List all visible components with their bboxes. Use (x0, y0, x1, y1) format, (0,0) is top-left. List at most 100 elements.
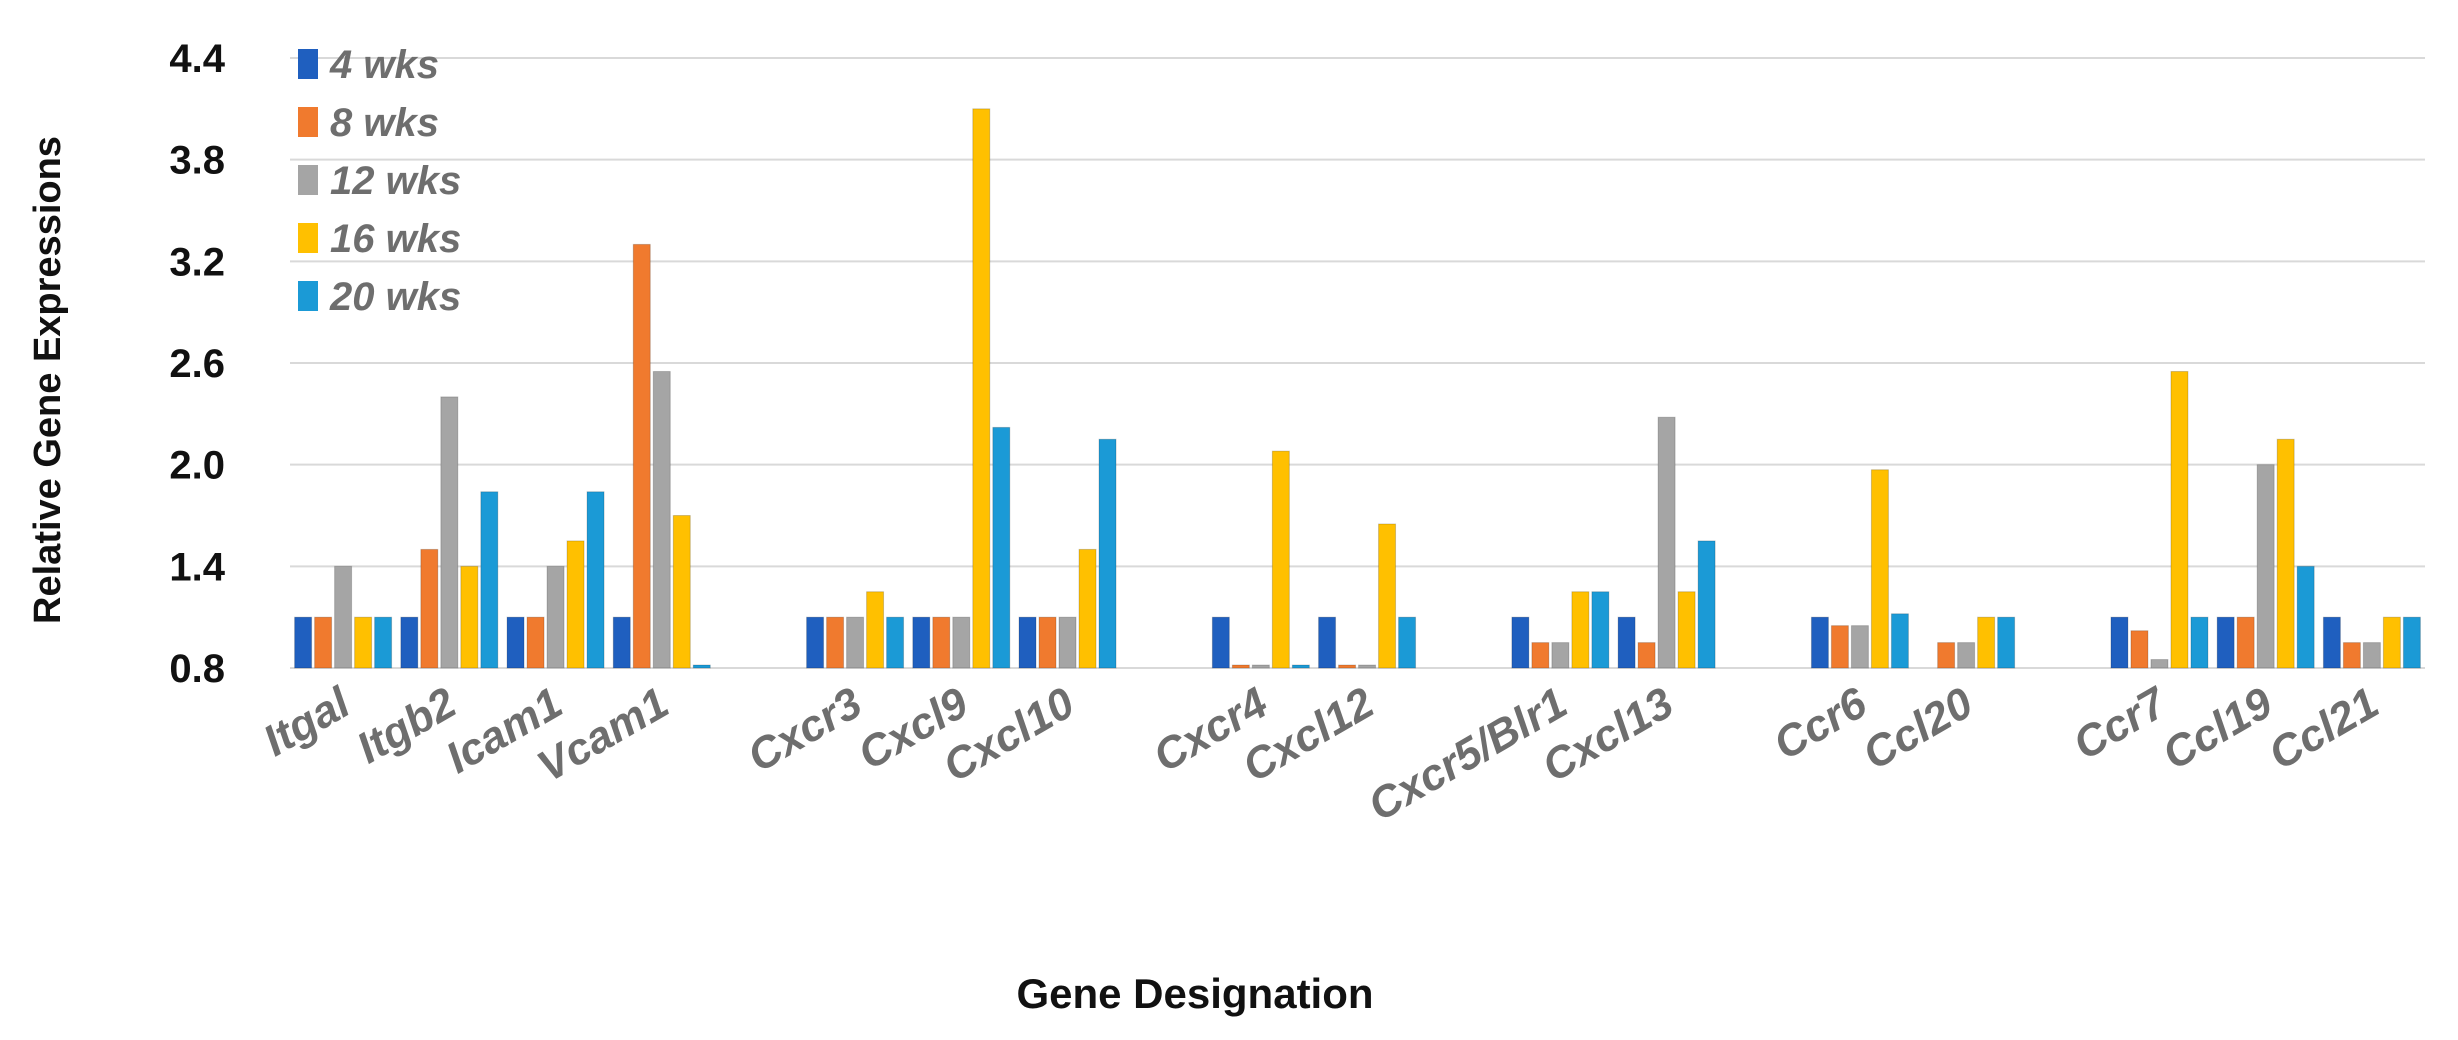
bar-ccl20-8-wks (1937, 642, 1956, 669)
bar-cxcr4-4-wks (1211, 616, 1230, 669)
bar-cxcr5-blr1-20-wks (1591, 591, 1610, 669)
x-tick-label: Ccr7 (2065, 677, 2176, 770)
bar-ccl21-12-wks (2362, 642, 2381, 669)
legend: 4 wks 8 wks 12 wks 16 wks 20 wks (298, 43, 461, 319)
bar-cxcr5-blr1-8-wks (1531, 642, 1550, 669)
bars (294, 108, 2421, 669)
legend-label: 8 wks (330, 101, 439, 145)
bar-group-cxcr4 (1211, 450, 1310, 669)
x-tick-label: Ccl21 (2261, 678, 2387, 779)
bar-itgb2-16-wks (460, 565, 479, 669)
bar-cxcl12-20-wks (1398, 616, 1417, 669)
bar-icam1-12-wks (546, 565, 565, 669)
bar-cxcl13-4-wks (1617, 616, 1636, 669)
y-tick-label: 2.6 (169, 342, 225, 386)
bar-ccr6-12-wks (1850, 625, 1869, 669)
y-axis-label: Relative Gene Expressions (27, 136, 69, 624)
bar-ccr6-4-wks (1810, 616, 1829, 669)
bar-cxcl13-8-wks (1637, 642, 1656, 669)
y-tick-label: 0.8 (169, 647, 225, 691)
bar-group-ccr6 (1810, 469, 1909, 669)
bar-group-cxcr5-blr1 (1511, 591, 1610, 669)
bar-cxcr3-8-wks (826, 616, 845, 669)
bar-cxcl13-20-wks (1697, 540, 1716, 669)
bar-cxcl9-16-wks (972, 108, 991, 669)
bar-cxcr4-20-wks (1291, 664, 1310, 669)
bar-ccl20-16-wks (1977, 616, 1996, 669)
legend-swatch-4-wks (298, 49, 318, 79)
y-tick-label: 2.0 (169, 444, 225, 488)
bar-ccl20-20-wks (1997, 616, 2016, 669)
bar-group-icam1 (506, 491, 605, 669)
bar-cxcl9-8-wks (932, 616, 951, 669)
bar-ccl20-12-wks (1957, 642, 1976, 669)
bar-vcam1-12-wks (652, 370, 671, 669)
bar-ccl21-20-wks (2402, 616, 2421, 669)
bar-ccl19-12-wks (2256, 464, 2275, 669)
legend-label: 20 wks (329, 275, 461, 319)
bar-itgal-12-wks (334, 565, 353, 669)
bar-group-ccl19 (2216, 438, 2315, 669)
bar-cxcl13-16-wks (1677, 591, 1696, 669)
bar-group-itgal (294, 565, 393, 669)
bar-ccl21-4-wks (2322, 616, 2341, 669)
bar-cxcl10-4-wks (1018, 616, 1037, 669)
bar-group-cxcl12 (1318, 523, 1417, 669)
bar-itgal-4-wks (294, 616, 313, 669)
bar-ccr7-8-wks (2130, 630, 2149, 669)
bar-itgb2-12-wks (440, 396, 459, 669)
bar-itgb2-8-wks (420, 548, 439, 669)
x-tick-label: Ccr6 (1766, 678, 1876, 770)
legend-swatch-8-wks (298, 107, 318, 137)
legend-label: 4 wks (329, 43, 439, 87)
legend-swatch-16-wks (298, 223, 318, 253)
legend-swatch-20-wks (298, 281, 318, 311)
bar-cxcl10-12-wks (1058, 616, 1077, 669)
bar-group-cxcl9 (912, 108, 1011, 669)
x-tick-label: Ccl19 (2154, 678, 2281, 779)
bar-group-cxcr3 (806, 591, 905, 669)
bar-group-ccr7 (2110, 370, 2209, 669)
bar-cxcl9-12-wks (952, 616, 971, 669)
x-axis-label: Gene Designation (1016, 970, 1373, 1017)
bar-itgb2-20-wks (480, 491, 499, 669)
bar-vcam1-20-wks (692, 664, 711, 669)
bar-cxcl10-8-wks (1038, 616, 1057, 669)
bar-group-vcam1 (612, 243, 711, 669)
bar-ccl21-8-wks (2342, 642, 2361, 669)
bar-cxcl10-16-wks (1078, 548, 1097, 669)
legend-label: 12 wks (330, 159, 461, 203)
bar-cxcl12-12-wks (1358, 664, 1377, 669)
x-tick-label: Cxcr3 (740, 678, 870, 782)
bar-icam1-20-wks (586, 491, 605, 669)
bar-ccl19-20-wks (2296, 565, 2315, 669)
y-tick-label: 3.2 (169, 240, 225, 284)
bar-cxcr5-blr1-12-wks (1551, 642, 1570, 669)
bar-ccl19-16-wks (2276, 438, 2295, 669)
bar-ccr6-16-wks (1870, 469, 1889, 669)
bar-group-ccl21 (2322, 616, 2421, 669)
bar-vcam1-8-wks (632, 243, 651, 669)
bar-cxcl9-20-wks (992, 426, 1011, 669)
bar-cxcr4-16-wks (1271, 450, 1290, 669)
bar-cxcr4-8-wks (1231, 664, 1250, 669)
bar-group-cxcl10 (1018, 438, 1117, 669)
gridlines (290, 57, 2425, 669)
bar-group-itgb2 (400, 396, 499, 669)
bar-ccl21-16-wks (2382, 616, 2401, 669)
y-tick-label: 3.8 (169, 139, 225, 183)
bar-ccl19-8-wks (2236, 616, 2255, 669)
bar-ccr7-12-wks (2150, 659, 2169, 669)
bar-group-ccl20 (1937, 616, 2016, 669)
bar-icam1-16-wks (566, 540, 585, 669)
bar-ccl19-4-wks (2216, 616, 2235, 669)
legend-swatch-12-wks (298, 165, 318, 195)
x-tick-label: Itgal (255, 678, 359, 766)
bar-cxcr3-20-wks (886, 616, 905, 669)
bar-cxcl10-20-wks (1098, 438, 1117, 669)
bar-cxcl13-12-wks (1657, 416, 1676, 669)
bar-itgb2-4-wks (400, 616, 419, 669)
bar-group-cxcl13 (1617, 416, 1716, 669)
